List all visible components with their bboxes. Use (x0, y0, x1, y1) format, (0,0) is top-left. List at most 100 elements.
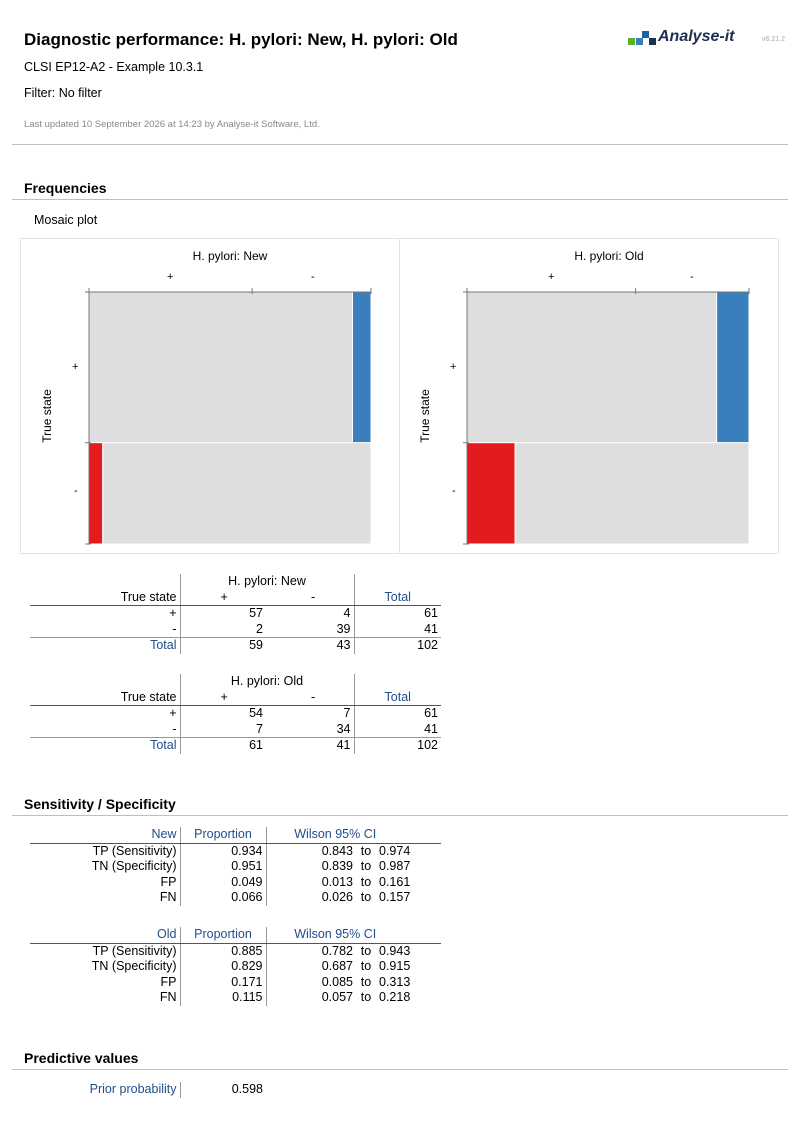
mosaic-cell-false-negative (716, 291, 750, 444)
x-tick-pos: + (548, 271, 555, 283)
mosaic-cell-true-positive (466, 291, 718, 444)
row-label: FP (30, 974, 181, 990)
cell-total: 41 (424, 621, 438, 636)
cell-ci-lower: 0.843 (321, 843, 353, 858)
table-row: TN (Specificity) 0.951 0.839 to 0.987 (30, 859, 441, 875)
cell-ci-lower: 0.057 (321, 990, 353, 1004)
row-label: FN (30, 990, 181, 1006)
cell-ci-lower: 0.782 (321, 943, 353, 958)
prior-value: 0.598 (231, 1082, 263, 1096)
cell-ci-upper: 0.218 (379, 990, 411, 1004)
sens-table-new: New Proportion Wilson 95% CI TP (Sensiti… (30, 827, 441, 906)
cell-pos: 2 (256, 621, 263, 636)
mosaic-cell-false-positive (88, 442, 104, 545)
plot-title-old: H. pylori: Old (574, 249, 644, 263)
mosaic-caption: Mosaic plot (34, 213, 98, 227)
col-pos: + (180, 689, 266, 706)
cell-ci-upper: 0.943 (379, 943, 411, 958)
row-label: TP (Sensitivity) (30, 843, 181, 859)
cell-ci-lower: 0.687 (321, 959, 353, 973)
row-label: - (30, 621, 181, 638)
logo-text: Analyse-it (658, 28, 735, 45)
cell-neg: 7 (266, 705, 355, 722)
sens-table-name: New (30, 827, 181, 844)
col-pos: + (180, 589, 266, 606)
row-label: FP (30, 874, 181, 890)
x-tick-neg: - (311, 271, 315, 283)
cell-ci-to: to (360, 859, 372, 873)
cell-pos: 57 (249, 606, 263, 620)
cell-prop: 0.829 (180, 959, 267, 975)
version-label: v6.21.2 (762, 36, 785, 43)
row-header: True state (30, 689, 181, 706)
col-proportion: Proportion (180, 927, 267, 944)
cell-ci-to: to (360, 974, 372, 989)
frequency-table-old: H. pylori: Old True state + - Total + 54… (30, 674, 441, 754)
cell-ci-upper: 0.915 (379, 959, 411, 973)
y-tick-pos: + (72, 361, 79, 373)
predictive-divider (12, 1069, 788, 1070)
cell-prop: 0.049 (180, 874, 267, 890)
row-label: - (30, 721, 181, 738)
row-label: + (30, 705, 181, 722)
col-total: Total (354, 689, 441, 706)
cell-neg: 39 (266, 621, 355, 638)
prior-label: Prior probability (30, 1082, 181, 1098)
sens-table-old: Old Proportion Wilson 95% CI TP (Sensiti… (30, 927, 441, 1006)
cell-ci-to: to (360, 990, 372, 1004)
col-ci: Wilson 95% CI (266, 927, 441, 944)
total-all: 102 (354, 637, 441, 654)
cell-ci-upper: 0.974 (379, 843, 411, 858)
cell-ci-upper: 0.987 (379, 859, 411, 873)
sensitivity-divider (12, 815, 788, 816)
cell-total: 41 (424, 721, 438, 736)
prior-table: Prior probability 0.598 (30, 1082, 266, 1098)
table-row: TN (Specificity) 0.829 0.687 to 0.915 (30, 959, 441, 975)
mosaic-cell-true-negative (102, 442, 372, 545)
cell-ci-upper: 0.313 (379, 974, 411, 989)
cell-pos: 54 (249, 706, 263, 720)
cell-prop: 0.171 (180, 974, 267, 990)
cell-ci-lower: 0.013 (321, 874, 353, 889)
totals-row: Total 61 41 102 (30, 737, 441, 754)
sensitivity-heading: Sensitivity / Specificity (24, 796, 176, 812)
row-label: + (30, 605, 181, 622)
row-header: True state (30, 589, 181, 606)
cell-ci-to: to (360, 890, 372, 904)
cell-neg: 34 (266, 721, 355, 738)
cell-ci-to: to (360, 843, 372, 858)
cell-ci-lower: 0.026 (321, 890, 353, 904)
total-all: 102 (354, 737, 441, 754)
cell-ci-to: to (360, 943, 372, 958)
total-pos: 61 (180, 737, 266, 754)
cell-ci-lower: 0.085 (321, 974, 353, 989)
table-row: FN 0.115 0.057 to 0.218 (30, 990, 441, 1006)
table-row: TP (Sensitivity) 0.934 0.843 to 0.974 (30, 843, 441, 859)
cell-pos: 7 (256, 721, 263, 736)
col-ci: Wilson 95% CI (266, 827, 441, 844)
page-title: Diagnostic performance: H. pylori: New, … (24, 30, 458, 49)
header-divider (12, 144, 788, 145)
frequencies-heading: Frequencies (24, 180, 107, 196)
last-updated-text: Last updated 10 September 2026 at 14:23 … (24, 119, 320, 130)
cell-total: 61 (424, 706, 438, 720)
cell-ci-lower: 0.839 (321, 859, 353, 873)
frequency-table-new: H. pylori: New True state + - Total + 57… (30, 574, 441, 654)
cell-prop: 0.934 (180, 843, 267, 859)
col-neg: - (266, 689, 355, 706)
y-tick-neg: - (74, 485, 78, 497)
col-total: Total (354, 589, 441, 606)
row-label: TN (Specificity) (30, 859, 181, 875)
report-subtitle: CLSI EP12-A2 - Example 10.3.1 (24, 60, 204, 74)
table-row: + 57 4 61 (30, 605, 441, 622)
cell-prop: 0.951 (180, 859, 267, 875)
table-row: - 7 34 41 (30, 721, 441, 738)
x-tick-pos: + (167, 271, 174, 283)
x-tick-neg: - (690, 271, 694, 283)
predictive-heading: Predictive values (24, 1050, 139, 1066)
totals-label: Total (30, 737, 181, 754)
cell-ci-to: to (360, 959, 372, 973)
row-label: TP (Sensitivity) (30, 943, 181, 959)
mosaic-cell-true-negative (514, 442, 750, 545)
total-neg: 43 (266, 637, 355, 654)
